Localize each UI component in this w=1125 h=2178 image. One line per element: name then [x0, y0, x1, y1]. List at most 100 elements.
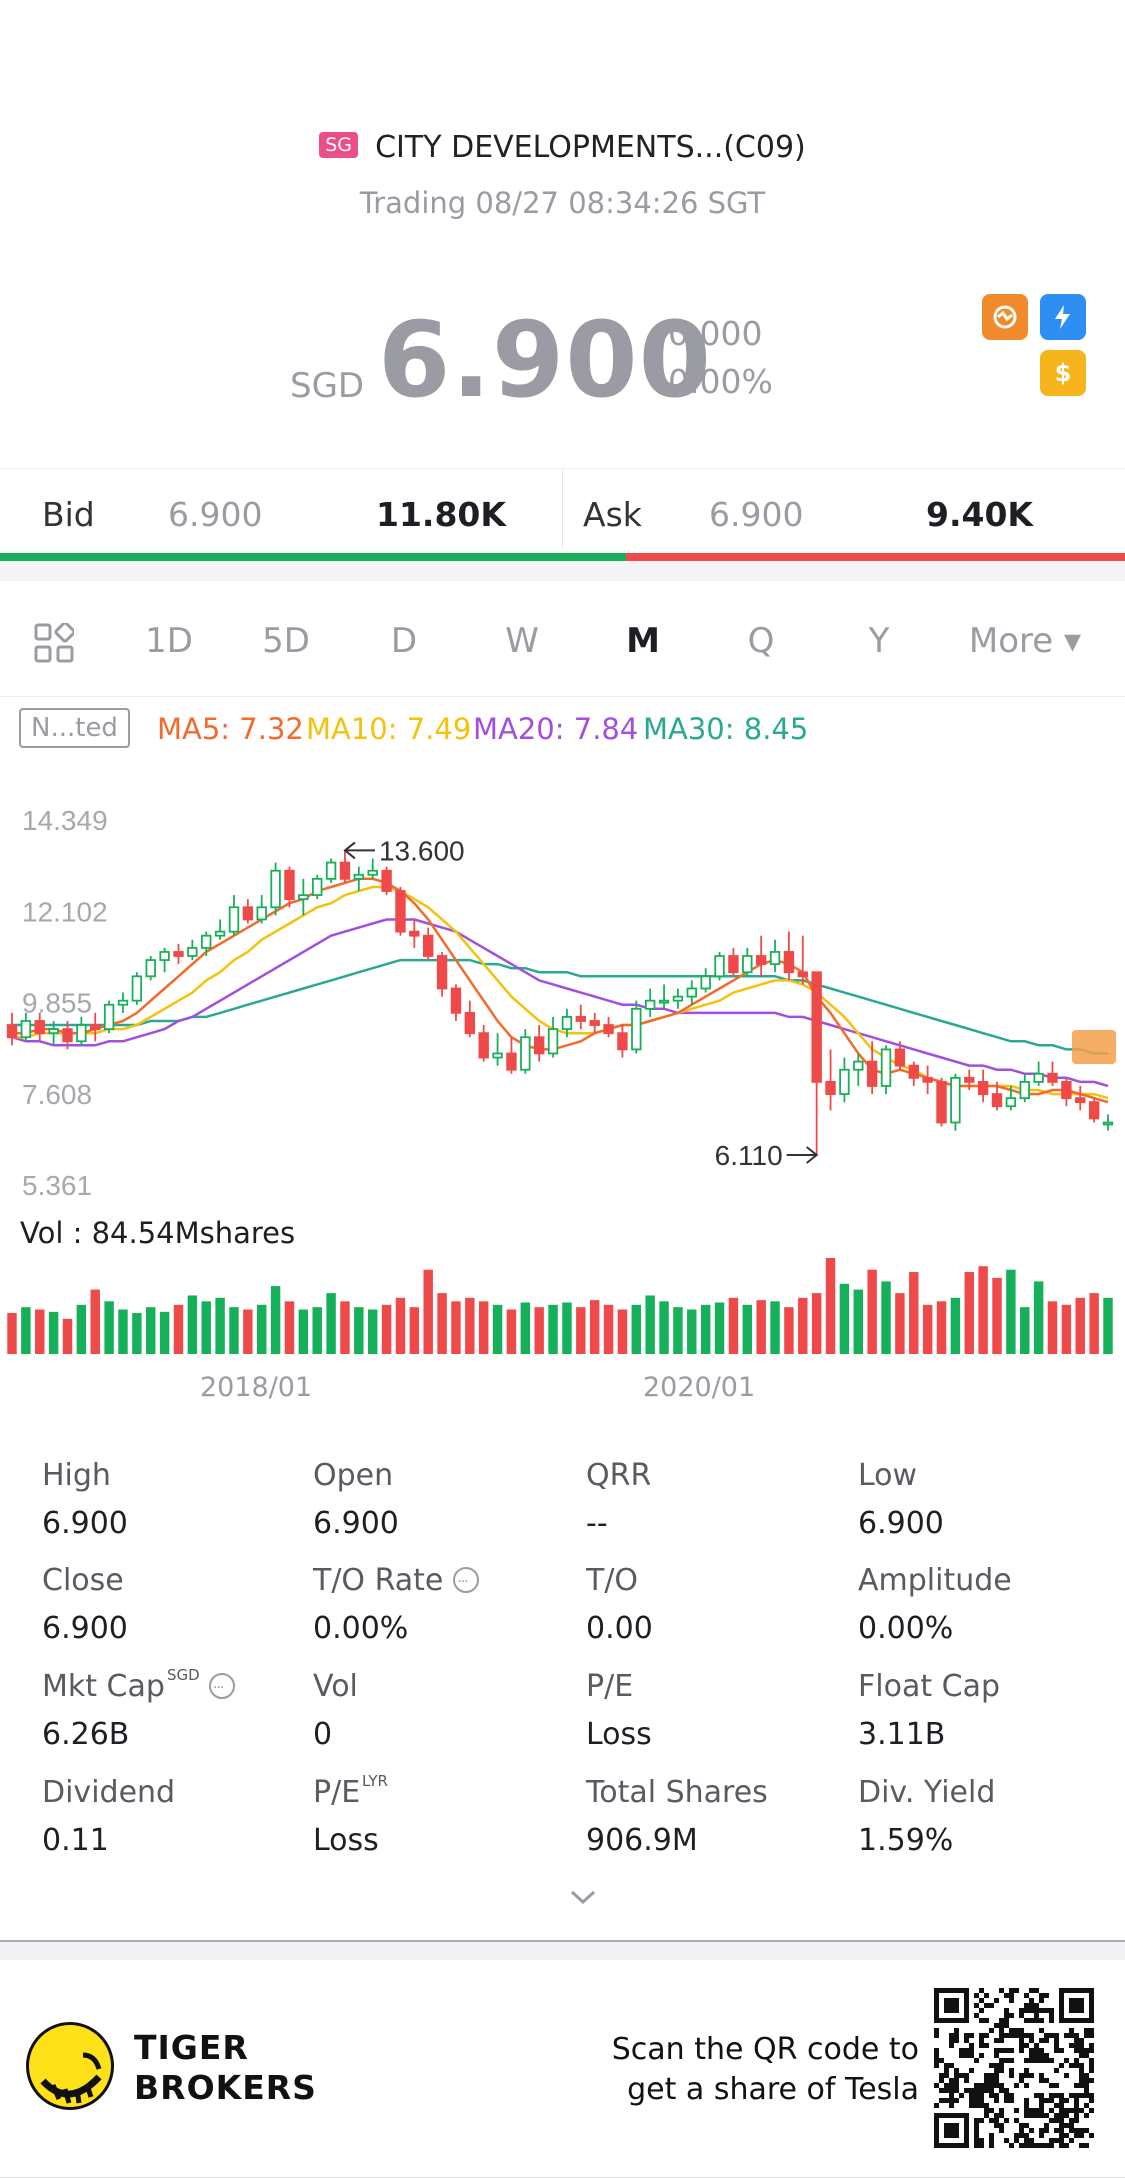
qr-module — [979, 2033, 984, 2038]
ma5-line — [12, 877, 1109, 1104]
stock-name[interactable]: CITY DEVELOPMENTS...(C09) — [375, 130, 806, 165]
qr-module — [989, 2003, 994, 2008]
qr-module — [1014, 2118, 1019, 2123]
candlestick-chart[interactable]: 14.349 12.102 9.855 7.608 5.361 13.600 6.110 — [0, 760, 1125, 1220]
candle-up — [117, 999, 129, 1006]
qr-module — [969, 2033, 974, 2038]
volume-bar — [229, 1307, 239, 1354]
qr-module — [954, 2033, 959, 2038]
qr-module — [1089, 2063, 1094, 2068]
volume-bar — [270, 1286, 281, 1354]
qr-module — [1039, 2038, 1044, 2043]
min-marker-label: 6.110 — [715, 1140, 783, 1171]
tab-5d[interactable]: 5D — [262, 621, 310, 661]
qr-module — [1069, 2063, 1074, 2068]
info-icon[interactable] — [453, 1562, 480, 1602]
promo-text: Scan the QR code to get a share of Tesla — [612, 2030, 919, 2110]
qr-module — [949, 2103, 954, 2108]
qr-module — [1069, 2128, 1074, 2133]
stat-label-text: Mkt Cap — [42, 1669, 165, 1704]
candle-up — [353, 873, 365, 880]
qr-module — [984, 2088, 989, 2093]
ask-volume-bar — [625, 553, 1125, 561]
stat-13: P/E LYR Loss — [313, 1772, 583, 1861]
volume-bar — [159, 1311, 170, 1354]
qr-module — [994, 2123, 999, 2128]
qr-module — [1074, 2093, 1079, 2098]
dollar-icon[interactable]: $ — [1040, 350, 1086, 396]
qr-module — [1024, 2068, 1029, 2073]
stat-2: QRR -- — [586, 1456, 856, 1544]
qr-module — [964, 2078, 969, 2083]
qr-module — [1089, 2058, 1094, 2063]
candle-up — [658, 999, 670, 1004]
y-tick-label: 5.361 — [22, 1170, 92, 1201]
qr-module — [1039, 2053, 1044, 2058]
volume-bar — [520, 1302, 531, 1354]
qr-module — [949, 2043, 954, 2048]
stat-value: 0.00% — [858, 1611, 954, 1646]
trading-status: Trading 08/27 08:34:26 SGT — [359, 186, 766, 220]
qr-module — [994, 2053, 999, 2058]
tab-w[interactable]: W — [505, 621, 539, 661]
tab-y[interactable]: Y — [868, 621, 890, 661]
chevron-down-icon[interactable] — [566, 1880, 600, 1914]
qr-module — [979, 2143, 984, 2148]
qr-module — [999, 2018, 1004, 2023]
adjust-selector[interactable]: N...ted — [19, 708, 130, 748]
candle-up — [270, 869, 281, 909]
qr-module — [1039, 2133, 1044, 2138]
qr-module — [1054, 2093, 1059, 2098]
qr-module — [939, 2073, 944, 2078]
volume-bar — [909, 1272, 919, 1354]
tab-more[interactable]: More ▾ — [968, 621, 1082, 661]
qr-module — [1019, 2073, 1024, 2078]
tiger-logo — [26, 2022, 114, 2110]
layout-grid-icon[interactable] — [34, 623, 74, 663]
candle-up — [1102, 1121, 1114, 1126]
qr-module — [1039, 2028, 1044, 2033]
qr-module — [994, 2073, 999, 2078]
volume-bar — [867, 1269, 877, 1354]
qr-module — [1079, 2078, 1084, 2083]
qr-module — [1069, 1998, 1084, 2013]
volume-bar — [340, 1301, 350, 1354]
ma30-line — [12, 958, 1108, 1055]
qr-module — [1019, 2133, 1024, 2138]
tab-q[interactable]: Q — [747, 621, 775, 661]
qr-module — [1024, 2043, 1029, 2048]
flash-icon[interactable] — [1040, 294, 1086, 340]
footer-gap — [0, 1942, 1125, 1960]
tab-m[interactable]: M — [626, 621, 660, 661]
qr-module — [1004, 2033, 1009, 2038]
qr-module — [1039, 2128, 1044, 2133]
stat-12: Dividend 0.11 — [42, 1773, 312, 1861]
tab-d[interactable]: D — [390, 621, 418, 661]
volume-bar — [1006, 1269, 1016, 1354]
loop-icon[interactable] — [982, 294, 1028, 340]
qr-module — [979, 2008, 984, 2013]
volume-chart[interactable] — [0, 1256, 1125, 1356]
candle-up — [298, 894, 309, 901]
qr-module — [959, 2073, 964, 2078]
tab-1d[interactable]: 1D — [145, 621, 193, 661]
qr-module — [974, 2093, 979, 2098]
qr-module — [1089, 2078, 1094, 2083]
qr-module — [954, 2083, 959, 2088]
qr-module — [1054, 2118, 1059, 2123]
stat-label: Open — [313, 1456, 583, 1496]
qr-module — [984, 2083, 989, 2088]
qr-module — [1079, 2133, 1084, 2138]
candle-down — [1047, 1072, 1058, 1083]
qr-module — [1034, 2093, 1039, 2098]
info-icon[interactable] — [208, 1668, 235, 1708]
ma20-line — [11, 918, 1109, 1088]
volume-bar — [76, 1304, 87, 1354]
y-tick-label: 12.102 — [22, 896, 108, 927]
qr-module — [1054, 2038, 1059, 2043]
qr-module — [989, 2088, 994, 2093]
qr-module — [1079, 2143, 1084, 2148]
qr-module — [1089, 2108, 1094, 2113]
qr-module — [994, 2023, 999, 2028]
candle-up — [103, 1003, 115, 1030]
